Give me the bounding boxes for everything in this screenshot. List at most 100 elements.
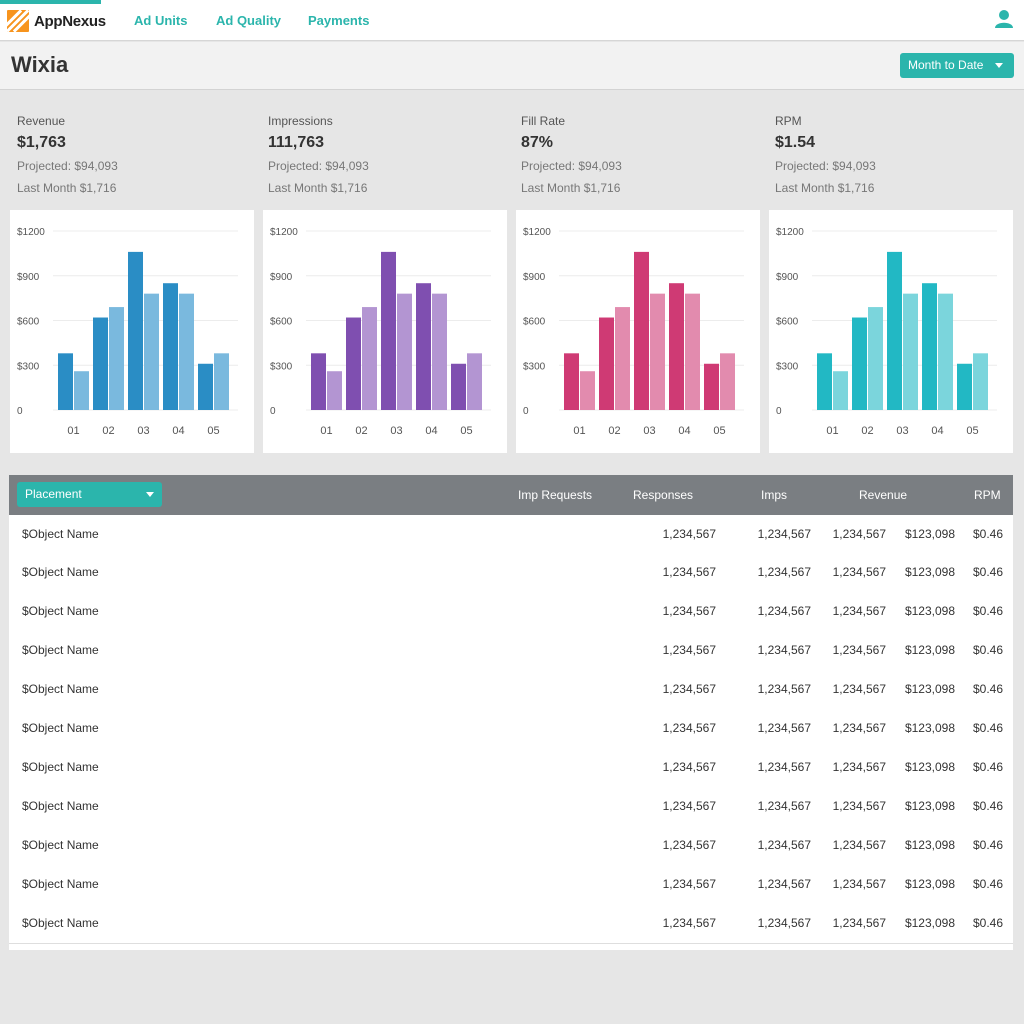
stat-last-month: Last Month $1,716 [268,181,368,195]
bar-02-series-1[interactable] [93,317,108,410]
imp-requests-cell: 1,234,567 [662,527,716,541]
placement-name-cell: $Object Name [22,527,99,541]
stat-projected: Projected: $94,093 [775,159,876,173]
bar-01-series-1[interactable] [817,353,832,410]
date-range-label: Month to Date [908,58,984,72]
bar-04-series-2[interactable] [432,293,447,410]
table-row[interactable]: $Object Name 1,234,567 1,234,567 1,234,567 $… [9,553,1013,592]
column-header-imp-requests[interactable]: Imp Requests [518,488,593,502]
bar-03-series-2[interactable] [144,293,159,410]
bar-01-series-1[interactable] [311,353,326,410]
stat-fill-rate: Fill Rate 87% Projected: $94,093 Last Mo… [521,114,622,195]
bar-03-series-1[interactable] [381,251,396,410]
bar-02-series-2[interactable] [109,307,124,410]
y-tick-label: 0 [270,406,276,417]
column-header-responses[interactable]: Responses [633,488,694,502]
bar-03-series-2[interactable] [397,293,412,410]
stat-rpm: RPM $1.54 Projected: $94,093 Last Month … [775,114,876,195]
imp-requests-cell: 1,234,567 [662,643,716,657]
bar-04-series-2[interactable] [938,293,953,410]
y-tick-label: 0 [523,406,529,417]
imps-cell: 1,234,567 [832,916,886,930]
placement-name-cell: $Object Name [22,565,99,579]
user-icon[interactable] [994,9,1014,29]
chart-rpm: $1200 $900 $600 $300 0 01 02 03 04 05 [769,210,1013,453]
y-tick-label: $1200 [270,227,298,238]
stat-value: $1.54 [775,134,816,151]
table-row[interactable]: $Object Name 1,234,567 1,234,567 1,234,567 $… [9,670,1013,709]
column-header-imps[interactable]: Imps [761,488,788,502]
top-nav: AppNexus Ad Units Ad Quality Payments [0,0,1024,41]
bar-03-series-1[interactable] [887,251,902,410]
y-tick-label: $900 [523,272,546,283]
y-tick-label: $600 [270,317,293,328]
table-row[interactable]: $Object Name 1,234,567 1,234,567 1,234,567 $… [9,631,1013,670]
nav-link-ad-quality[interactable]: Ad Quality [216,13,282,28]
imp-requests-cell: 1,234,567 [662,760,716,774]
rpm-cell: $0.46 [972,721,1003,735]
x-tick-label: 03 [390,425,402,437]
table-row[interactable]: $Object Name 1,234,567 1,234,567 1,234,567 $… [9,826,1013,865]
bar-04-series-1[interactable] [416,283,431,410]
bar-05-series-2[interactable] [720,353,735,410]
x-tick-label: 04 [425,425,437,437]
revenue-cell: $123,098 [904,760,955,774]
table-row[interactable]: $Object Name 1,234,567 1,234,567 1,234,567 $… [9,709,1013,748]
x-tick-label: 01 [67,425,79,437]
y-tick-label: $900 [270,272,293,283]
stat-last-month: Last Month $1,716 [521,181,621,195]
bar-02-series-1[interactable] [852,317,867,410]
nav-link-payments[interactable]: Payments [308,13,370,28]
bar-04-series-1[interactable] [163,283,178,410]
table-row[interactable]: $Object Name 1,234,567 1,234,567 1,234,567 $… [9,592,1013,631]
bar-03-series-2[interactable] [903,293,918,410]
placement-dropdown[interactable]: Placement [17,482,162,507]
bar-02-series-2[interactable] [615,307,630,410]
table-row[interactable]: $Object Name 1,234,567 1,234,567 1,234,567 $… [9,515,1013,554]
bar-01-series-2[interactable] [580,371,595,410]
rpm-cell: $0.46 [972,565,1003,579]
table-row[interactable]: $Object Name 1,234,567 1,234,567 1,234,567 $… [9,748,1013,787]
table-row[interactable]: $Object Name 1,234,567 1,234,567 1,234,567 $… [9,865,1013,904]
y-tick-label: $300 [523,361,546,372]
x-tick-label: 04 [678,425,690,437]
bar-01-series-2[interactable] [74,371,89,410]
appnexus-logo[interactable]: AppNexus [7,9,106,33]
bar-05-series-1[interactable] [451,363,466,410]
bar-04-series-1[interactable] [922,283,937,410]
column-header-revenue[interactable]: Revenue [859,488,908,502]
bar-02-series-1[interactable] [346,317,361,410]
bar-02-series-2[interactable] [362,307,377,410]
bar-03-series-1[interactable] [634,251,649,410]
bar-05-series-1[interactable] [198,363,213,410]
bar-05-series-2[interactable] [214,353,229,410]
x-tick-label: 02 [861,425,873,437]
bar-01-series-2[interactable] [833,371,848,410]
bar-01-series-2[interactable] [327,371,342,410]
bar-05-series-2[interactable] [467,353,482,410]
bar-02-series-2[interactable] [868,307,883,410]
bar-02-series-1[interactable] [599,317,614,410]
bar-04-series-2[interactable] [685,293,700,410]
date-range-dropdown[interactable]: Month to Date [900,53,1014,78]
nav-link-ad-units[interactable]: Ad Units [134,13,188,28]
bar-04-series-1[interactable] [669,283,684,410]
bar-05-series-1[interactable] [704,363,719,410]
bar-05-series-2[interactable] [973,353,988,410]
table-row[interactable]: $Object Name 1,234,567 1,234,567 1,234,567 $… [9,787,1013,826]
bar-04-series-2[interactable] [179,293,194,410]
bar-01-series-1[interactable] [58,353,73,410]
bar-05-series-1[interactable] [957,363,972,410]
x-tick-label: 03 [896,425,908,437]
bar-03-series-2[interactable] [650,293,665,410]
bar-03-series-1[interactable] [128,251,143,410]
responses-cell: 1,234,567 [757,682,811,696]
column-header-rpm[interactable]: RPM [974,488,1001,502]
imps-cell: 1,234,567 [832,799,886,813]
table-row[interactable]: $Object Name 1,234,567 1,234,567 1,234,567 $… [9,904,1013,943]
imps-cell: 1,234,567 [832,838,886,852]
y-tick-label: $300 [270,361,293,372]
bar-01-series-1[interactable] [564,353,579,410]
stat-projected: Projected: $94,093 [17,159,118,173]
rpm-cell: $0.46 [972,643,1003,657]
